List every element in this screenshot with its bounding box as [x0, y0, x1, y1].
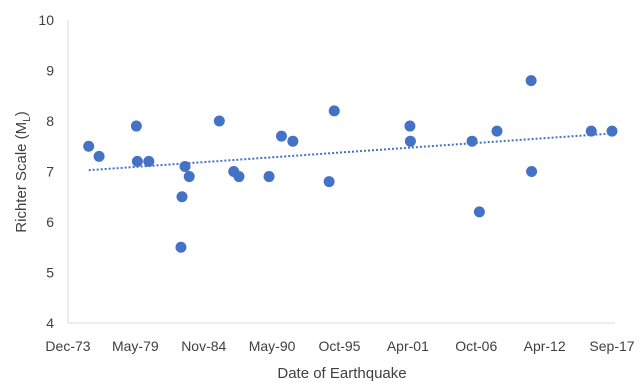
y-tick-labels: 4 5 6 7 8 9 10	[38, 12, 54, 331]
y-tick-label: 7	[46, 164, 54, 180]
y-tick-label: 8	[46, 113, 54, 129]
data-point	[526, 166, 538, 177]
x-tick-label: May-79	[112, 338, 159, 354]
data-point	[323, 176, 335, 188]
data-point	[275, 130, 287, 142]
x-axis-title: Date of Earthquake	[277, 365, 406, 382]
data-point	[233, 171, 245, 183]
data-point	[491, 125, 503, 137]
data-point	[179, 160, 191, 172]
data-point	[143, 155, 155, 167]
data-point	[287, 135, 299, 147]
data-point	[83, 140, 95, 152]
x-tick-label: Oct-95	[318, 338, 360, 354]
y-axis-title-close: )	[13, 111, 30, 116]
data-point	[404, 135, 416, 147]
x-tick-label: May-90	[249, 338, 296, 354]
trendline	[88, 132, 613, 172]
data-point	[93, 150, 105, 162]
y-tick-label: 4	[46, 315, 54, 331]
x-tick-label: Oct-06	[455, 338, 497, 354]
y-axis-title-main: Richter Scale (M	[13, 122, 30, 233]
axis-lines	[67, 20, 615, 324]
x-tick-label: Sep-17	[589, 338, 634, 354]
x-tick-label: Apr-12	[524, 338, 566, 354]
data-point	[404, 120, 416, 132]
data-point	[175, 241, 187, 253]
y-tick-label: 10	[38, 12, 54, 28]
data-point	[131, 155, 143, 167]
data-point	[473, 206, 485, 218]
x-tick-labels: Dec-73 May-79 Nov-84 May-90 Oct-95 Apr-01 Oct-…	[45, 338, 634, 354]
data-point	[466, 135, 478, 147]
data-point	[263, 171, 275, 183]
data-point	[176, 191, 188, 203]
data-point	[213, 115, 225, 127]
x-tick-label: Dec-73	[45, 338, 90, 354]
y-axis-title: Richter Scale (ML)	[13, 111, 33, 232]
y-tick-label: 6	[46, 214, 54, 230]
data-point	[606, 125, 618, 137]
x-tick-label: Nov-84	[181, 338, 226, 354]
x-tick-label: Apr-01	[387, 338, 429, 354]
y-axis-title-subscript: L	[22, 116, 33, 122]
y-tick-label: 5	[46, 265, 54, 281]
data-point	[130, 120, 142, 132]
data-point	[585, 125, 597, 137]
y-tick-label: 9	[46, 63, 54, 79]
data-point	[525, 75, 537, 87]
data-point	[183, 171, 195, 183]
data-point	[328, 105, 340, 117]
data-points	[83, 75, 618, 253]
